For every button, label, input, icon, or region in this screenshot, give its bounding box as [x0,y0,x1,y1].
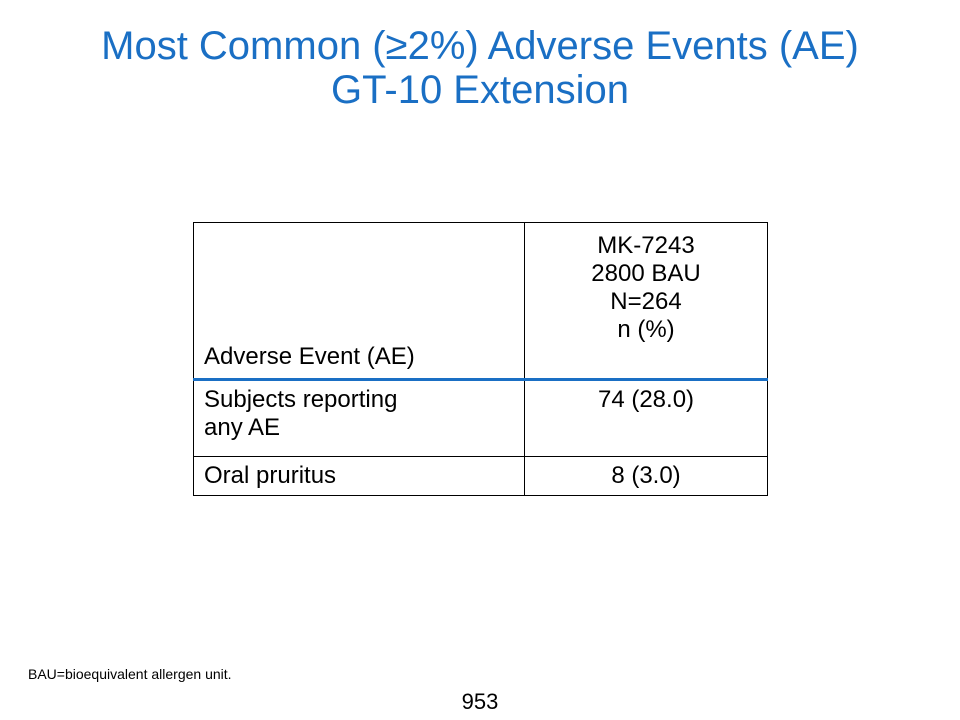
header-unit: n (%) [617,316,675,343]
event-value-cell: 8 (3.0) [524,456,768,496]
event-name-cell: Subjects reporting any AE [193,379,525,457]
table-header-row: Adverse Event (AE) MK-7243 2800 BAU N=26… [193,222,768,381]
table-row: Oral pruritus 8 (3.0) [193,456,768,496]
header-drug-name: MK-7243 [597,232,695,259]
slide-title: Most Common (≥2%) Adverse Events (AE) GT… [0,24,960,112]
event-name-line: Subjects reporting [204,386,398,413]
table-row: Subjects reporting any AE 74 (28.0) [193,379,768,457]
title-line-2: GT-10 Extension [331,68,629,112]
page-number: 953 [461,689,499,714]
title-line-1: Most Common (≥2%) Adverse Events (AE) [101,24,859,68]
header-adverse-event: Adverse Event (AE) [193,222,525,381]
event-name-cell: Oral pruritus [193,456,525,496]
event-name-line: any AE [204,414,281,441]
adverse-events-table: Adverse Event (AE) MK-7243 2800 BAU N=26… [193,222,768,496]
header-treatment-group: MK-7243 2800 BAU N=264 n (%) [524,222,768,381]
header-sample-size: N=264 [610,288,682,315]
footnote: BAU=bioequivalent allergen unit. [28,666,232,682]
event-name-line: Oral pruritus [204,462,337,489]
event-value-cell: 74 (28.0) [524,379,768,457]
header-dose: 2800 BAU [591,260,701,287]
